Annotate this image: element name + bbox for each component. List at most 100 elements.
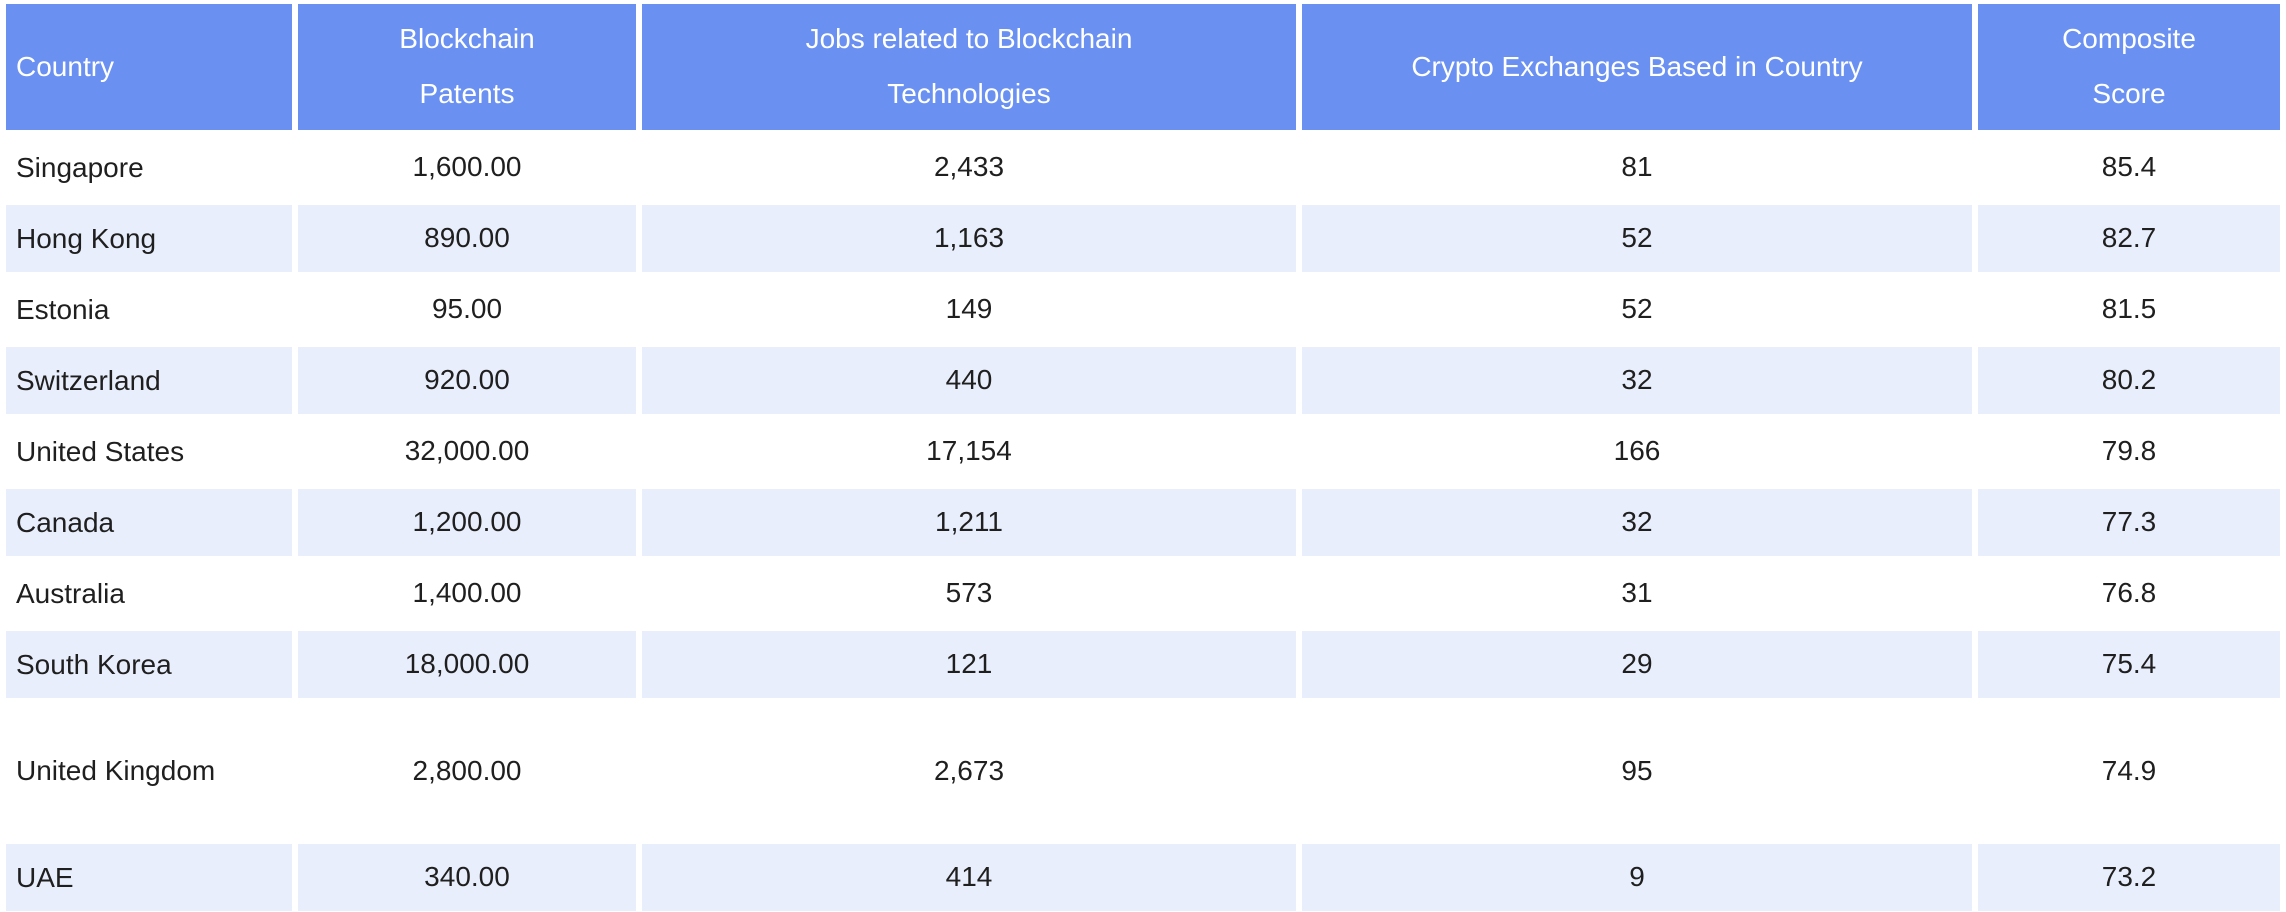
- cell-score: 85.4: [1978, 134, 2280, 201]
- cell-score: 75.4: [1978, 631, 2280, 698]
- jobs-value: 1,211: [935, 506, 1003, 538]
- cell-jobs: 1,163: [642, 205, 1296, 272]
- jobs-value: 1,163: [933, 222, 1005, 254]
- country-value: UAE: [16, 861, 74, 893]
- table-row: United Kingdom 2,800.00 2,673 95 74.9: [6, 702, 2280, 840]
- patents-value: 890.00: [424, 222, 510, 254]
- cell-patents: 920.00: [298, 347, 636, 414]
- table-row: Estonia 95.00 149 52 81.5: [6, 276, 2280, 343]
- cell-score: 73.2: [1978, 844, 2280, 911]
- cell-exchanges: 166: [1302, 418, 1972, 485]
- score-value: 74.9: [2101, 754, 2157, 786]
- cell-country: United Kingdom: [6, 702, 292, 840]
- table-row: United States 32,000.00 17,154 166 79.8: [6, 418, 2280, 485]
- score-value: 80.2: [2101, 364, 2157, 396]
- country-value: Singapore: [16, 151, 144, 183]
- cell-patents: 1,200.00: [298, 489, 636, 556]
- column-header-jobs-label: Jobs related to Blockchain Technologies: [805, 23, 1133, 109]
- table-row: Hong Kong 890.00 1,163 52 82.7: [6, 205, 2280, 272]
- header-row: Country Blockchain Patents Jobs related …: [6, 4, 2280, 130]
- cell-patents: 95.00: [298, 276, 636, 343]
- cell-patents: 32,000.00: [298, 418, 636, 485]
- cell-jobs: 440: [642, 347, 1296, 414]
- table-header: Country Blockchain Patents Jobs related …: [6, 4, 2280, 130]
- exchanges-value: 81: [1621, 151, 1653, 183]
- cell-country: United States: [6, 418, 292, 485]
- country-value: United Kingdom: [16, 755, 216, 787]
- cell-exchanges: 52: [1302, 205, 1972, 272]
- column-header-crypto-exchanges-label: Crypto Exchanges Based in Country: [1411, 50, 1863, 82]
- score-value: 76.8: [2101, 577, 2157, 609]
- patents-value: 2,800.00: [412, 754, 522, 786]
- cell-exchanges: 81: [1302, 134, 1972, 201]
- column-header-composite-score-label: Composite Score: [2062, 23, 2196, 109]
- table-row: Canada 1,200.00 1,211 32 77.3: [6, 489, 2280, 556]
- cell-country: Australia: [6, 560, 292, 627]
- cell-jobs: 121: [642, 631, 1296, 698]
- jobs-value: 573: [945, 577, 993, 609]
- table-row: Australia 1,400.00 573 31 76.8: [6, 560, 2280, 627]
- cell-jobs: 2,673: [642, 702, 1296, 840]
- cell-country: South Korea: [6, 631, 292, 698]
- patents-value: 1,200.00: [412, 506, 522, 538]
- exchanges-value: 9: [1629, 861, 1645, 893]
- exchanges-value: 32: [1621, 364, 1653, 396]
- cell-jobs: 149: [642, 276, 1296, 343]
- cell-patents: 18,000.00: [298, 631, 636, 698]
- cell-exchanges: 31: [1302, 560, 1972, 627]
- column-header-crypto-exchanges: Crypto Exchanges Based in Country: [1302, 4, 1972, 130]
- column-header-blockchain-patents: Blockchain Patents: [298, 4, 636, 130]
- cell-exchanges: 95: [1302, 702, 1972, 840]
- exchanges-value: 31: [1621, 577, 1653, 609]
- exchanges-value: 52: [1621, 293, 1653, 325]
- cell-exchanges: 9: [1302, 844, 1972, 911]
- score-value: 77.3: [2101, 506, 2157, 538]
- exchanges-value: 32: [1621, 506, 1653, 538]
- cell-jobs: 414: [642, 844, 1296, 911]
- score-value: 79.8: [2101, 435, 2157, 467]
- country-value: Australia: [16, 577, 125, 609]
- country-value: South Korea: [16, 648, 172, 680]
- cell-patents: 1,400.00: [298, 560, 636, 627]
- table-row: UAE 340.00 414 9 73.2: [6, 844, 2280, 911]
- score-value: 75.4: [2101, 648, 2157, 680]
- exchanges-value: 166: [1613, 435, 1661, 467]
- jobs-value: 440: [945, 364, 993, 396]
- exchanges-value: 95: [1621, 754, 1653, 786]
- score-value: 85.4: [2101, 151, 2157, 183]
- table-row: South Korea 18,000.00 121 29 75.4: [6, 631, 2280, 698]
- country-value: Canada: [16, 506, 115, 538]
- patents-value: 340.00: [424, 861, 510, 893]
- cell-jobs: 573: [642, 560, 1296, 627]
- cell-patents: 2,800.00: [298, 702, 636, 840]
- patents-value: 920.00: [424, 364, 510, 396]
- jobs-value: 414: [945, 861, 993, 893]
- cell-exchanges: 29: [1302, 631, 1972, 698]
- table-row: Switzerland 920.00 440 32 80.2: [6, 347, 2280, 414]
- cell-country: UAE: [6, 844, 292, 911]
- cell-jobs: 1,211: [642, 489, 1296, 556]
- patents-value: 1,600.00: [412, 151, 522, 183]
- patents-value: 32,000.00: [404, 435, 530, 467]
- column-header-blockchain-patents-label: Blockchain Patents: [399, 23, 535, 109]
- patents-value: 18,000.00: [404, 648, 530, 680]
- score-value: 81.5: [2101, 293, 2157, 325]
- cell-patents: 890.00: [298, 205, 636, 272]
- jobs-value: 2,433: [933, 151, 1005, 183]
- jobs-value: 2,673: [933, 754, 1005, 786]
- cell-score: 74.9: [1978, 702, 2280, 840]
- exchanges-value: 29: [1621, 648, 1653, 680]
- table-body: Singapore 1,600.00 2,433 81 85.4 Hong Ko…: [6, 134, 2280, 911]
- country-value: Switzerland: [16, 364, 161, 396]
- jobs-value: 121: [945, 648, 993, 680]
- cell-score: 79.8: [1978, 418, 2280, 485]
- cell-country: Canada: [6, 489, 292, 556]
- cell-score: 76.8: [1978, 560, 2280, 627]
- patents-value: 1,400.00: [412, 577, 522, 609]
- score-value: 73.2: [2101, 861, 2157, 893]
- cell-country: Hong Kong: [6, 205, 292, 272]
- column-header-country-label: Country: [16, 50, 115, 82]
- cell-exchanges: 32: [1302, 347, 1972, 414]
- cell-score: 80.2: [1978, 347, 2280, 414]
